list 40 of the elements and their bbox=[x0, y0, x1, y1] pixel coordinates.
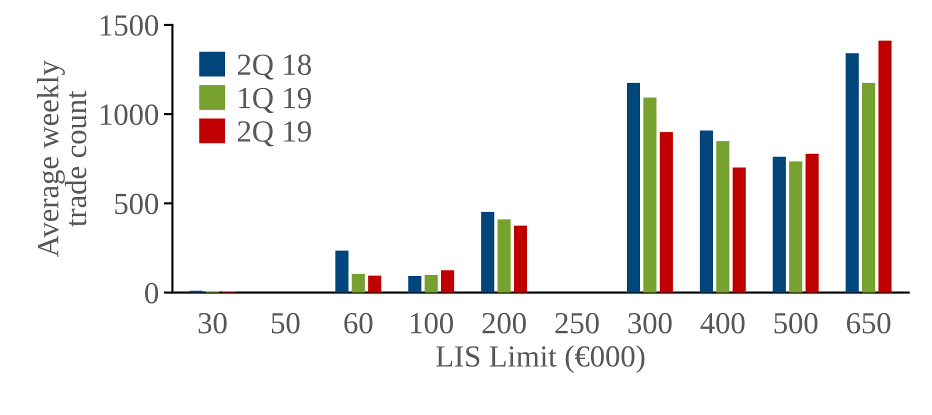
x-tick-label: 400 bbox=[700, 312, 745, 334]
x-tick-label: 60 bbox=[344, 312, 372, 334]
y-axis-title: Average weekly trade count bbox=[37, 60, 86, 257]
legend-label: 2Q 18 bbox=[238, 54, 311, 80]
y-tick-label: 1500 bbox=[100, 15, 158, 36]
bar bbox=[716, 141, 730, 293]
x-tick-label: 50 bbox=[272, 312, 300, 334]
bar bbox=[626, 82, 640, 293]
legend-label: 1Q 19 bbox=[239, 88, 311, 114]
x-axis-title: LIS Limit (€000) bbox=[436, 345, 644, 373]
x-tick-label: 200 bbox=[482, 312, 526, 334]
bar bbox=[846, 53, 859, 293]
x-tick-label: 250 bbox=[555, 312, 599, 334]
x-tick-label: 500 bbox=[774, 312, 818, 334]
y-tick-label: 0 bbox=[145, 282, 158, 304]
bar bbox=[732, 167, 746, 293]
bar bbox=[352, 274, 365, 293]
bar bbox=[335, 250, 348, 293]
bar bbox=[481, 212, 494, 293]
bar bbox=[700, 130, 713, 293]
bar bbox=[441, 270, 454, 293]
bar bbox=[789, 161, 802, 293]
y-tick-label: 1000 bbox=[100, 104, 158, 126]
bar bbox=[806, 154, 819, 293]
bar bbox=[514, 226, 528, 293]
bar bbox=[424, 274, 438, 293]
bar bbox=[643, 98, 656, 293]
bar bbox=[862, 82, 876, 293]
x-tick-label: 100 bbox=[410, 312, 453, 334]
bar bbox=[660, 132, 673, 293]
y-tick-label: 500 bbox=[115, 194, 158, 214]
x-tick-label: 300 bbox=[628, 312, 672, 334]
bar bbox=[408, 276, 422, 293]
x-tick-label: 650 bbox=[847, 312, 890, 334]
bar bbox=[498, 219, 511, 293]
bar bbox=[772, 156, 786, 293]
bar bbox=[878, 40, 892, 293]
x-tick-label: 30 bbox=[198, 312, 227, 334]
legend-label: 2Q 19 bbox=[238, 121, 311, 146]
bar bbox=[368, 276, 382, 293]
